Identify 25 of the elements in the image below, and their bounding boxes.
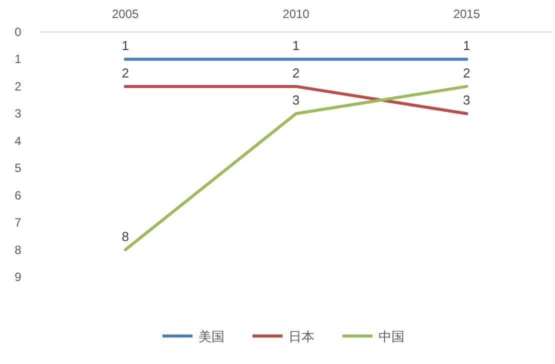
data-label: 3	[292, 92, 300, 108]
y-tick-label: 1	[14, 52, 22, 66]
y-tick-label: 2	[14, 79, 22, 94]
data-label: 1	[122, 38, 129, 54]
data-label: 2	[463, 65, 470, 80]
y-tick-label: 0	[14, 25, 22, 39]
data-label: 1	[463, 38, 470, 54]
data-label: 2	[292, 65, 300, 80]
data-label: 2	[122, 65, 129, 80]
y-tick-label: 5	[14, 161, 22, 176]
y-tick-label: 4	[14, 134, 22, 148]
y-tick-label: 7	[14, 216, 22, 230]
data-label: 1	[292, 38, 300, 54]
data-label: 8	[122, 228, 129, 244]
y-tick-label: 8	[14, 242, 22, 257]
x-tick-label: 2010	[282, 7, 310, 21]
x-tick-label: 2005	[112, 7, 140, 21]
x-tick-label: 2015	[453, 7, 480, 21]
y-tick-label: 9	[14, 270, 22, 284]
legend-label: 美国	[198, 329, 224, 344]
y-tick-label: 3	[14, 106, 22, 121]
y-tick-label: 6	[14, 188, 22, 202]
data-label: 3	[463, 92, 470, 108]
legend-label: 中国	[378, 329, 404, 344]
legend-label: 日本	[288, 329, 314, 344]
